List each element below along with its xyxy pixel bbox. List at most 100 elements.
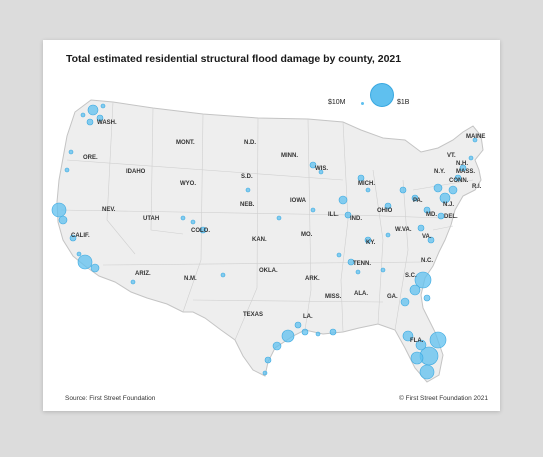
bubble [399, 186, 407, 194]
bubble [415, 339, 427, 351]
bubble [86, 118, 94, 126]
bubble [414, 271, 432, 289]
state-label-nh: N.H. [456, 161, 468, 167]
state-label-ga: GA. [387, 294, 398, 300]
bubble [433, 183, 443, 193]
bubble [329, 328, 337, 336]
state-label-la: LA. [303, 314, 313, 320]
state-label-vt: VT. [447, 153, 456, 159]
state-label-ark: ARK. [305, 276, 320, 282]
bubble [87, 104, 99, 116]
state-label-wyo: WYO. [180, 181, 196, 187]
bubble [357, 174, 365, 182]
state-label-ariz: ARIZ. [135, 271, 151, 277]
state-label-nc: N.C. [421, 258, 433, 264]
bubble [429, 331, 447, 349]
bubble [423, 206, 431, 214]
bubble [58, 215, 68, 225]
bubble [77, 254, 93, 270]
state-label-sc: S.C. [405, 273, 417, 279]
state-label-sd: S.D. [241, 174, 253, 180]
bubble [68, 149, 74, 155]
bubble [385, 232, 391, 238]
state-label-nm: N.M. [184, 276, 197, 282]
state-label-wash: WASH. [97, 120, 117, 126]
state-label-miss: MISS. [325, 294, 342, 300]
bubble [301, 328, 309, 336]
bubble [411, 194, 419, 202]
bubble [439, 192, 451, 204]
bubble [364, 236, 372, 244]
bubble [276, 215, 282, 221]
bubble [459, 164, 467, 172]
state-label-conn: CONN. [449, 178, 469, 184]
bubble [51, 202, 67, 218]
state-label-mich: MICH. [358, 181, 375, 187]
bubble [380, 267, 386, 273]
bubble [264, 356, 272, 364]
state-label-idaho: IDAHO [126, 169, 146, 175]
map-title: Total estimated residential structural f… [66, 53, 402, 65]
state-label-texas: TEXAS [243, 312, 263, 318]
copyright-note: © First Street Foundation 2021 [399, 395, 488, 402]
bubble [419, 364, 435, 380]
state-label-ill: ILL. [328, 212, 339, 218]
bubble [410, 351, 424, 365]
bubble [423, 294, 431, 302]
bubble [472, 137, 478, 143]
state-label-ala: ALA. [354, 291, 368, 297]
bubble [448, 185, 458, 195]
bubble [468, 155, 474, 161]
state-label-pa: PA. [413, 198, 423, 204]
bubble [69, 234, 77, 242]
state-label-ore: ORE. [83, 155, 98, 161]
bubble [427, 236, 435, 244]
state-label-wva: W.VA. [395, 227, 412, 233]
bubble [344, 211, 352, 219]
bubble [96, 114, 104, 122]
state-label-md: MD. [426, 212, 437, 218]
state-label-okla: OKLA. [259, 268, 278, 274]
state-label-tenn: TENN. [353, 261, 371, 267]
state-label-mass: MASS. [456, 169, 475, 175]
bubble [245, 187, 251, 193]
us-county-map: WASH. MONT. N.D. MAINE MINN. VT. N.H. OR… [51, 99, 485, 383]
bubble [220, 272, 226, 278]
bubble [130, 279, 136, 285]
state-label-wis: WIS. [315, 166, 328, 172]
source-note: Source: First Street Foundation [65, 395, 156, 402]
county-bubbles [51, 103, 478, 380]
bubble [309, 161, 317, 169]
state-labels: WASH. MONT. N.D. MAINE MINN. VT. N.H. OR… [71, 120, 485, 344]
bubble [190, 219, 196, 225]
bubble [402, 330, 414, 342]
bubble [272, 341, 282, 351]
bubble [355, 269, 361, 275]
bubble [338, 195, 348, 205]
bubble [409, 284, 421, 296]
bubble [437, 212, 445, 220]
bubble [180, 215, 186, 221]
state-label-calif: CALIF. [71, 233, 90, 239]
state-label-colo: COLO. [191, 228, 210, 234]
bubble [262, 370, 268, 376]
bubble [90, 263, 100, 273]
bubble [347, 258, 355, 266]
bubble [318, 169, 324, 175]
bubble [310, 207, 316, 213]
bubble [315, 331, 321, 337]
state-label-minn: MINN. [281, 153, 298, 159]
state-label-maine: MAINE [466, 134, 485, 140]
legend-large-bubble [370, 83, 394, 107]
state-label-nd: N.D. [244, 140, 256, 146]
bubble [400, 297, 410, 307]
bubble [64, 167, 70, 173]
state-label-va: VA. [422, 234, 432, 240]
state-label-kan: KAN. [252, 237, 267, 243]
bubble [100, 103, 106, 109]
legend-small-bubble [361, 102, 364, 105]
state-label-ohio: OHIO [377, 208, 393, 214]
state-label-del: DEL. [444, 214, 458, 220]
state-borders [60, 101, 474, 341]
bubble [80, 112, 86, 118]
